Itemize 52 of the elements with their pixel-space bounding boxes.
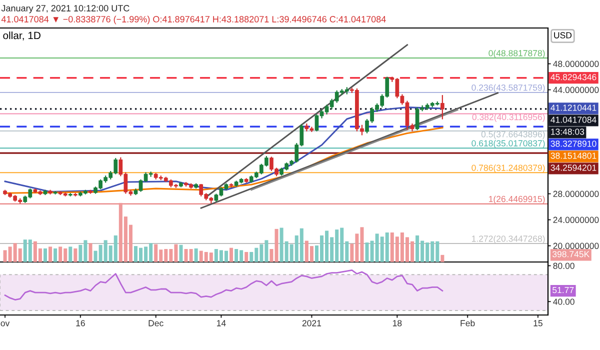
x-tick-label: 2021 [302, 320, 322, 326]
y-tick-label: 44.0000000 [553, 86, 599, 94]
bar [230, 248, 234, 262]
x-tick-label: 15 [534, 320, 542, 326]
bar [244, 252, 248, 262]
x-tick-label: Dec [148, 320, 164, 326]
x-tick-label: 18 [392, 320, 402, 326]
y-tick-label: 40.00 [553, 298, 574, 305]
text: 398.745K [552, 251, 590, 258]
text: 38.1514801 [550, 152, 596, 159]
ref-line-label: 0.5(37.6643896) [481, 130, 545, 140]
x-tick-label: Feb [460, 320, 475, 326]
ref-line-label: 0.382(40.3116956) [472, 114, 545, 122]
text: 41.0417084 ▼ −0.8338776 (−1.99%) O:41.8976417 H:43.1882071 L:39.4496746 C:41.0417084 [1, 16, 386, 24]
ref-line-label: 34.2594201 [550, 164, 596, 171]
bar [74, 248, 78, 262]
line-series [4, 127, 444, 194]
ref-line-label: 0.236(43.5871759) [472, 84, 545, 92]
bar [270, 249, 274, 262]
x-tick-label: 14 [217, 320, 226, 326]
y-tick-label: 48.0000000 [553, 60, 599, 68]
bar [274, 228, 278, 262]
candlestick [440, 94, 444, 120]
ref-line-label: 38.3278910 [550, 140, 596, 147]
text: 41.1210441 [550, 104, 596, 111]
chart-title: ollar, 1D [3, 32, 40, 40]
ref-line-label: 1(26.4469915) [489, 196, 545, 204]
ref-line-label: 41.0417084 [550, 116, 596, 123]
text: 13:48:03 [551, 128, 584, 135]
bar [43, 248, 48, 262]
y-tick-label: 80.00 [553, 262, 574, 269]
ref-line-label: 0.786(31.2480379) [472, 164, 545, 173]
ref-line-label: 1.272(20.3447268) [472, 235, 545, 244]
bar [440, 254, 444, 262]
x-tick-label: 16 [76, 320, 85, 326]
y-tick-label: 20.0000000 [553, 242, 599, 250]
y-tick-label: 28.0000000 [553, 190, 599, 198]
text: 51.77 [552, 287, 574, 294]
ref-line-label: 0(48.8817878) [488, 50, 545, 58]
ref-line-label: 45.8294346 [550, 74, 596, 80]
bar [68, 246, 72, 262]
x-tick-label: ov [0, 321, 10, 326]
bar [194, 248, 198, 262]
text: January 27, 2021 10:12:00 UTC [1, 5, 130, 14]
bar [88, 243, 92, 262]
bar [54, 248, 58, 262]
ref-line-label: 0.618(35.0170837) [472, 140, 545, 148]
bar [179, 244, 183, 262]
y-tick-label: 24.0000000 [553, 216, 599, 224]
bar [48, 246, 52, 262]
text: USD [554, 32, 572, 38]
line-series [4, 269, 444, 300]
